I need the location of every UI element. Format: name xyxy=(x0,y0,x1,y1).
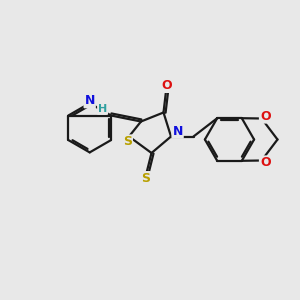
Text: N: N xyxy=(85,94,95,107)
Text: N: N xyxy=(172,124,183,138)
Text: S: S xyxy=(141,172,150,185)
Text: O: O xyxy=(161,79,172,92)
Text: S: S xyxy=(123,135,132,148)
Text: H: H xyxy=(98,104,107,114)
Text: O: O xyxy=(260,156,271,170)
Text: O: O xyxy=(260,110,271,123)
